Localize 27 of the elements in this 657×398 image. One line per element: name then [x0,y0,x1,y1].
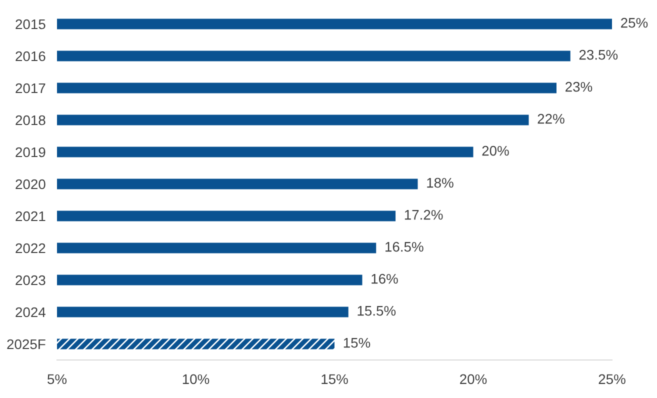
y-tick-label: 2020 [16,179,46,190]
x-tick-label: 20% [460,374,487,384]
y-tick-label: 2017 [16,83,46,94]
data-label: 16.5% [386,242,424,252]
data-label: 18% [427,178,454,188]
y-tick-label: 2022 [16,243,46,254]
data-label: 15% [344,338,370,348]
y-tick-label: 2019 [16,147,46,158]
y-tick-label: 2024 [16,307,46,318]
data-label: 20% [482,146,509,156]
x-tick-label: 5% [48,374,67,384]
data-label: 25% [621,18,648,28]
data-label: 23.5% [579,50,618,60]
y-tick-label: 2016 [16,51,46,62]
y-tick-label: 2021 [16,211,46,222]
data-label: 16% [372,274,398,284]
y-tick-label: 2023 [16,275,46,286]
x-tick-label: 25% [598,374,626,384]
data-label: 17.2% [404,210,443,220]
y-tick-label: 2018 [16,115,46,126]
data-label: 15.5% [358,306,396,316]
data-label: 23% [566,82,592,92]
x-tick-label: 10% [182,374,210,384]
x-tick-label: 15% [322,374,348,384]
y-tick-label: 2025F [7,339,46,350]
data-label: 22% [538,114,564,124]
y-tick-label: 2015 [16,19,46,30]
